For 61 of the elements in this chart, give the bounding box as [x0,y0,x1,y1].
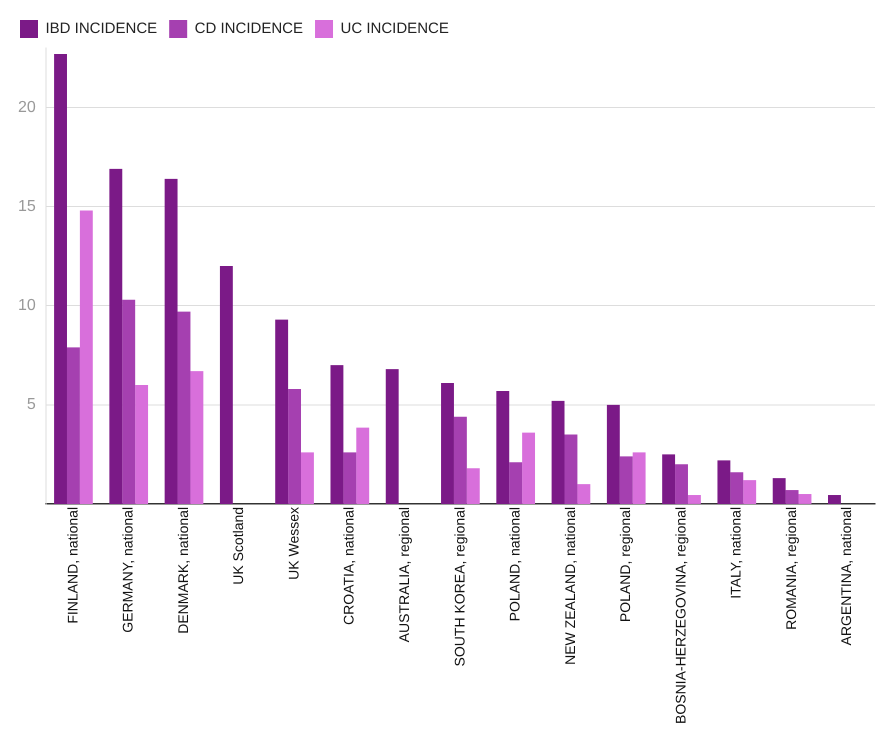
y-tick-label: 15 [18,198,36,215]
bar [178,312,190,504]
bar [356,428,370,504]
y-tick-label: 10 [18,297,36,314]
legend-label: UC INCIDENCE [340,20,449,38]
x-tick-label: CROATIA, national [340,506,357,625]
bar [109,168,122,504]
bar [798,494,812,504]
x-tick-label: ITALY, national [728,506,744,599]
x-tick-label: BOSNIA-HERZEGOVINA, regional [672,506,688,724]
x-tick-label: POLAND, national [506,506,523,622]
x-tick-label: FINLAND, national [64,506,80,624]
bar [606,404,620,504]
x-tick-label: ROMANIA, regional [782,506,799,630]
legend-label: IBD INCIDENCE [46,20,158,38]
bar [301,452,314,504]
bar [164,178,178,504]
bar [509,462,522,504]
bar [343,452,356,504]
bar [496,390,510,504]
x-tick-label: UK Wessex [285,506,302,580]
bar [786,490,799,504]
x-tick-label: POLAND, regional [617,506,634,622]
bar [54,54,67,504]
y-tick-label: 20 [18,98,36,116]
bar [564,434,578,504]
bar [80,210,93,504]
bar [288,388,302,504]
bar [620,456,633,504]
bar [772,478,786,504]
bar [275,320,288,504]
bar [662,454,676,504]
bar [454,416,467,504]
bar [675,464,688,504]
bar [66,347,80,504]
bar [552,400,565,504]
x-tick-label: AUSTRALIA, regional [396,506,412,642]
legend-label: CD INCIDENCE [194,20,304,38]
bar [743,480,756,504]
bar [717,460,730,504]
bar [220,266,233,504]
bar [190,371,204,504]
x-tick-label: ARGENTINA, national [838,506,854,646]
bar [828,495,841,504]
bar [386,369,399,504]
bar [466,468,480,504]
bar [688,495,701,504]
bar [135,385,148,504]
x-tick-label: DENMARK, national [174,506,191,634]
x-tick-label: GERMANY, national [120,506,136,633]
y-tick-label: 5 [26,396,36,414]
bar [730,472,744,504]
x-tick-label: NEW ZEALAND, national [562,506,578,665]
bar [522,432,536,504]
bar [122,300,136,504]
bar [441,383,454,504]
x-tick-label: UK Scotland [230,506,246,585]
bar [577,484,590,504]
bar [330,365,344,504]
x-tick-label: SOUTH KOREA, regional [451,506,468,666]
bar [632,452,646,504]
